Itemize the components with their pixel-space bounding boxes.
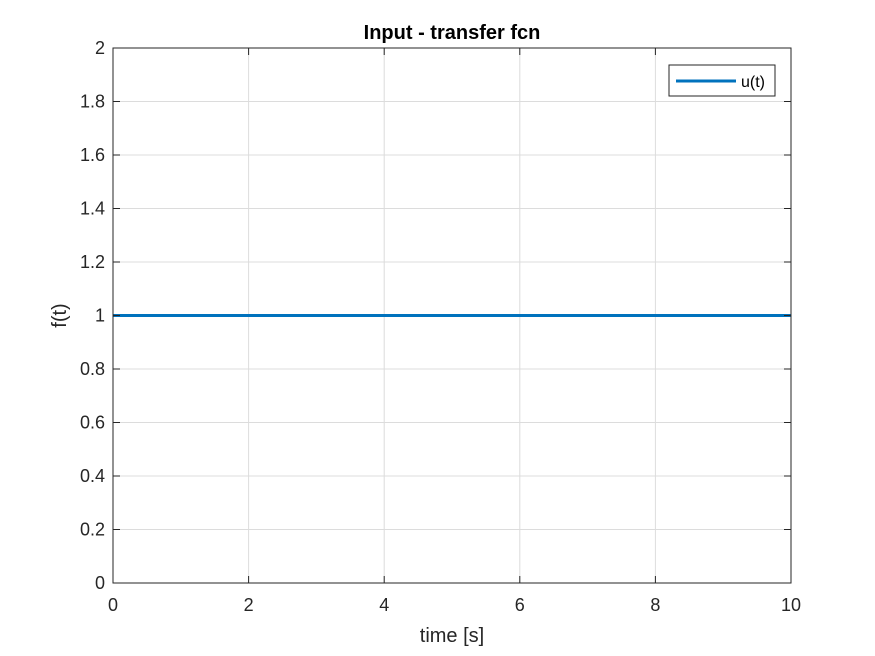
x-tick-label: 4 — [379, 595, 389, 615]
ticks — [112, 47, 792, 584]
y-tick-label: 1.2 — [80, 252, 105, 272]
y-tick-label: 1.4 — [80, 199, 105, 219]
x-tick-label: 2 — [244, 595, 254, 615]
y-tick-label: 0.4 — [80, 466, 105, 486]
y-tick-label: 0.2 — [80, 520, 105, 540]
x-tick-label: 6 — [515, 595, 525, 615]
tick-labels: 0 2 4 6 8 10 0 0.2 0.4 0.6 0.8 1 1.2 1.4 1.6 1.8 2 — [80, 38, 801, 615]
y-tick-label: 1.6 — [80, 145, 105, 165]
y-axis-label: f(t) — [49, 303, 71, 327]
x-axis-label: time [s] — [420, 625, 484, 647]
x-tick-label: 8 — [650, 595, 660, 615]
y-tick-label: 0.8 — [80, 359, 105, 379]
y-tick-label: 1 — [95, 306, 105, 326]
legend-label: u(t) — [741, 74, 765, 91]
chart-title: Input - transfer fcn — [364, 22, 541, 44]
y-tick-label: 0.6 — [80, 413, 105, 433]
x-tick-label: 0 — [108, 595, 118, 615]
x-tick-label: 10 — [781, 595, 801, 615]
y-tick-label: 2 — [95, 38, 105, 58]
legend: u(t) — [668, 64, 776, 97]
y-tick-label: 1.8 — [80, 92, 105, 112]
y-tick-label: 0 — [95, 573, 105, 593]
